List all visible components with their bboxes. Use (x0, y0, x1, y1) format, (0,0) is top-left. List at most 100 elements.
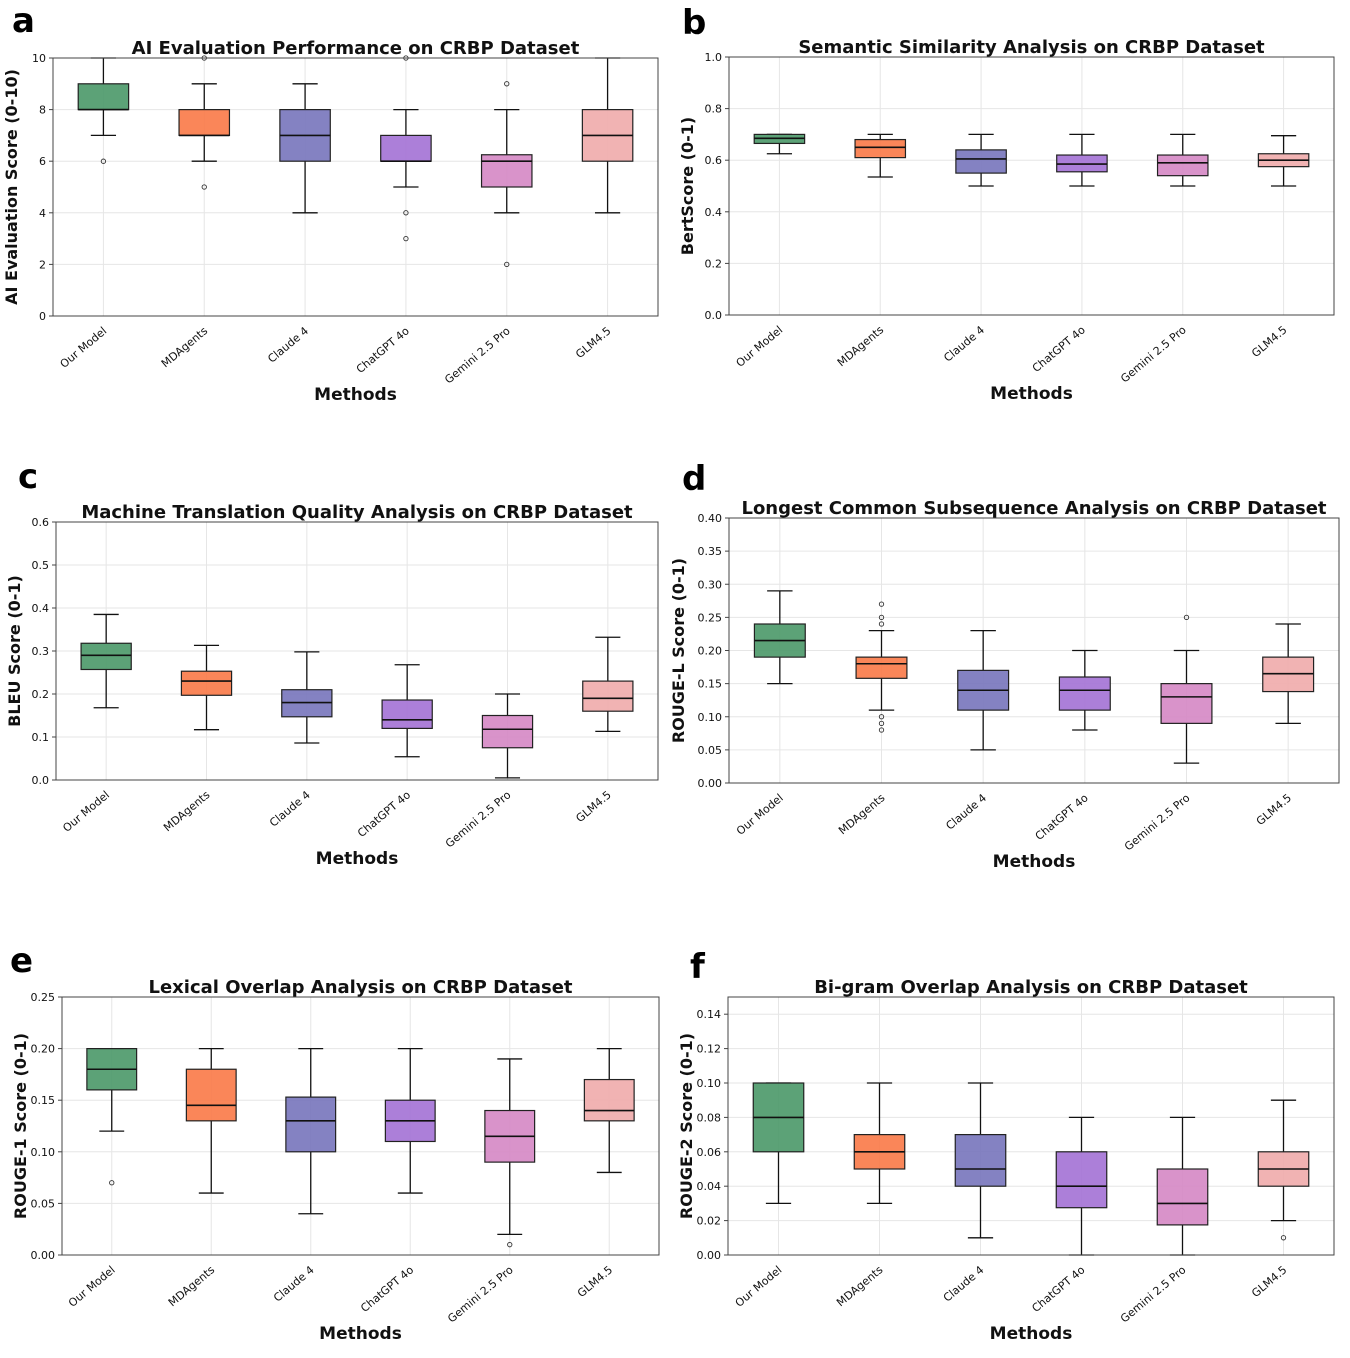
plot-frame (55, 521, 659, 781)
outlier-point (504, 261, 510, 268)
box-claude-4 (957, 629, 1010, 751)
outlier-point (878, 714, 885, 720)
box-our-model (77, 57, 130, 164)
x-category-label: Gemini 2.5 Pro (1118, 1263, 1189, 1325)
box-iqr (1058, 676, 1111, 711)
box-iqr (481, 714, 534, 749)
box-iqr (178, 108, 231, 136)
y-tick-label: 6 (39, 155, 46, 168)
panel-letter: b (682, 3, 707, 43)
y-tick-label: 0.05 (698, 744, 723, 757)
y-tick-label: 0.00 (698, 777, 723, 790)
y-axis-label: BLEU Score (0-1) (5, 575, 24, 727)
panel-letter: d (682, 459, 707, 499)
x-axis-label: Methods (319, 1324, 402, 1344)
box-chatgpt-4o (381, 664, 433, 758)
y-tick-label: 0.3 (32, 645, 50, 658)
box-glm4-5 (1257, 1099, 1310, 1241)
outlier-point (878, 614, 885, 621)
box-glm4-5 (1257, 135, 1310, 187)
box-iqr (480, 154, 533, 188)
chart-title: Lexical Overlap Analysis on CRBP Dataset (148, 977, 572, 998)
outlier-point (1280, 1235, 1287, 1241)
box-iqr (855, 656, 908, 679)
plot-frame (52, 57, 659, 317)
box-chatgpt-4o (1055, 1116, 1108, 1256)
box-mdagents (178, 55, 231, 190)
chart-title: Bi-gram Overlap Analysis on CRBP Dataset (814, 977, 1248, 998)
box-gemini-2-5-pro (1156, 1116, 1209, 1256)
box-claude-4 (281, 651, 333, 744)
y-tick-label: 2 (39, 258, 46, 271)
box-glm4-5 (581, 57, 634, 214)
outlier-point (878, 601, 885, 607)
x-category-label: MDAgents (834, 1263, 886, 1309)
box-glm4-5 (582, 636, 634, 733)
y-tick-label: 0.10 (698, 711, 723, 724)
y-tick-label: 0.2 (32, 688, 50, 701)
y-axis-label: ROUGE-2 Score (0-1) (677, 1033, 696, 1219)
y-tick-label: 0.10 (31, 1146, 56, 1159)
outlier-point (100, 158, 107, 164)
y-tick-label: 0.20 (698, 645, 723, 658)
box-our-model (753, 590, 806, 685)
outlier-point (109, 1180, 115, 1186)
y-tick-label: 0.4 (705, 206, 723, 219)
box-chatgpt-4o (380, 55, 432, 242)
x-category-label: GLM4.5 (1249, 1263, 1289, 1300)
y-tick-label: 0.30 (698, 578, 723, 591)
y-tick-label: 0.00 (31, 1249, 56, 1262)
y-tick-label: 0.4 (32, 602, 50, 615)
y-tick-label: 0.1 (32, 731, 50, 744)
y-tick-label: 0.35 (698, 545, 723, 558)
plot-frame (728, 56, 1335, 316)
y-tick-label: 0.25 (31, 991, 56, 1004)
y-tick-label: 0.8 (705, 103, 723, 116)
plot-frame (61, 996, 660, 1256)
box-iqr (955, 149, 1007, 174)
box-gemini-2-5-pro (1160, 614, 1213, 764)
y-axis-label: AI Evaluation Score (0-10) (2, 69, 21, 305)
box-gemini-2-5-pro (480, 81, 533, 268)
chart-title: AI Evaluation Performance on CRBP Datase… (132, 38, 580, 59)
y-tick-label: 0.20 (31, 1043, 56, 1056)
outlier-point (504, 81, 510, 87)
box-gemini-2-5-pro (481, 693, 534, 779)
box-our-model (752, 1082, 805, 1205)
x-axis-label: Methods (316, 849, 399, 869)
box-iqr (185, 1068, 237, 1122)
x-category-label: Claude 4 (941, 1263, 987, 1304)
box-gemini-2-5-pro (1156, 133, 1209, 187)
y-tick-label: 0 (39, 310, 46, 323)
box-iqr (582, 680, 634, 712)
y-tick-label: 0.12 (697, 1043, 722, 1056)
outlier-point (878, 621, 885, 627)
box-iqr (1156, 154, 1209, 177)
box-claude-4 (279, 83, 331, 214)
outlier-point (403, 235, 409, 242)
x-axis-label: Methods (990, 1324, 1073, 1344)
y-tick-label: 0.5 (32, 559, 50, 572)
y-axis-label: ROUGE-L Score (0-1) (669, 558, 688, 743)
box-iqr (954, 1133, 1007, 1187)
box-iqr (180, 670, 233, 696)
y-tick-label: 0.06 (697, 1146, 722, 1159)
box-claude-4 (955, 133, 1007, 187)
box-iqr (1156, 1168, 1209, 1226)
box-claude-4 (954, 1082, 1007, 1239)
box-iqr (285, 1096, 337, 1153)
panel-letter: a (12, 1, 35, 41)
box-chatgpt-4o (1056, 133, 1108, 187)
outlier-point (201, 184, 207, 190)
box-glm4-5 (1262, 623, 1315, 725)
y-tick-label: 8 (39, 104, 46, 117)
y-tick-label: 0.08 (697, 1111, 722, 1124)
x-axis-label: Methods (314, 385, 397, 405)
box-our-model (80, 613, 132, 709)
box-glm4-5 (583, 1047, 635, 1174)
y-tick-label: 0.00 (697, 1249, 722, 1262)
